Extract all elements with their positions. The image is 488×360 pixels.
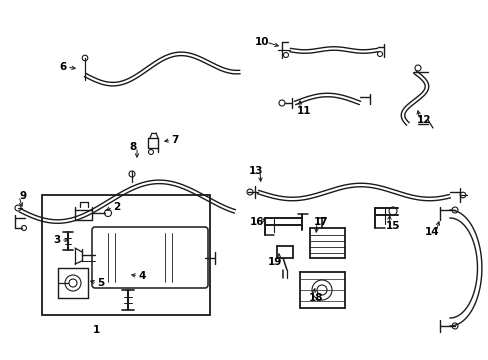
Text: 5: 5: [97, 278, 104, 288]
Bar: [42, 195, 209, 315]
Text: 17: 17: [313, 217, 327, 227]
Text: 1: 1: [92, 325, 100, 335]
Text: 3: 3: [53, 235, 61, 245]
Text: 14: 14: [424, 227, 438, 237]
Text: 6: 6: [59, 62, 66, 72]
Text: 18: 18: [308, 293, 323, 303]
Text: 16: 16: [249, 217, 264, 227]
Text: 8: 8: [129, 142, 136, 152]
Text: 11: 11: [296, 106, 311, 116]
Text: 7: 7: [171, 135, 178, 145]
Text: 9: 9: [20, 191, 26, 201]
Text: 15: 15: [385, 221, 400, 231]
Text: 2: 2: [113, 202, 121, 212]
Text: 10: 10: [254, 37, 269, 47]
Text: 13: 13: [248, 166, 263, 176]
Text: 12: 12: [416, 115, 430, 125]
Text: 19: 19: [267, 257, 282, 267]
Text: 4: 4: [138, 271, 145, 281]
